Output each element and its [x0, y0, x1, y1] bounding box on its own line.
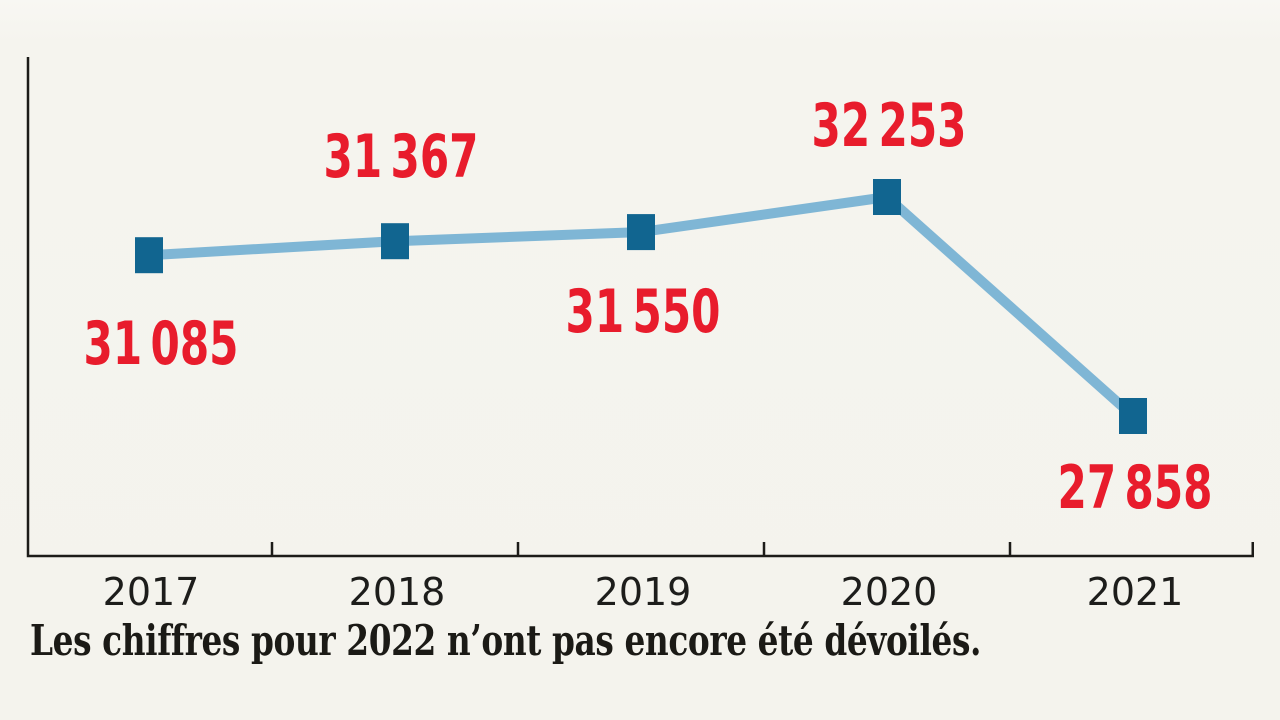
year-label-2021: 2021	[1087, 570, 1184, 614]
year-label-2019: 2019	[595, 570, 692, 614]
marker-2019	[627, 214, 655, 251]
value-label-2018: 31 367	[324, 122, 479, 192]
year-label-2020: 2020	[841, 570, 938, 614]
marker-2021	[1119, 398, 1147, 434]
value-label-2020: 32 253	[812, 91, 967, 161]
chart-caption: Les chiffres pour 2022 n’ont pas encore …	[30, 616, 982, 665]
marker-2017	[135, 237, 163, 274]
axes	[26, 57, 1254, 558]
value-label-2021: 27 858	[1058, 453, 1213, 523]
x-axis-ticks	[270, 542, 1254, 556]
marker-2020	[873, 179, 901, 215]
marker-2018	[381, 223, 409, 260]
value-label-2019: 31 550	[566, 277, 721, 347]
year-label-2018: 2018	[349, 570, 446, 614]
year-label-2017: 2017	[103, 570, 200, 614]
value-label-2017: 31 085	[84, 309, 239, 379]
